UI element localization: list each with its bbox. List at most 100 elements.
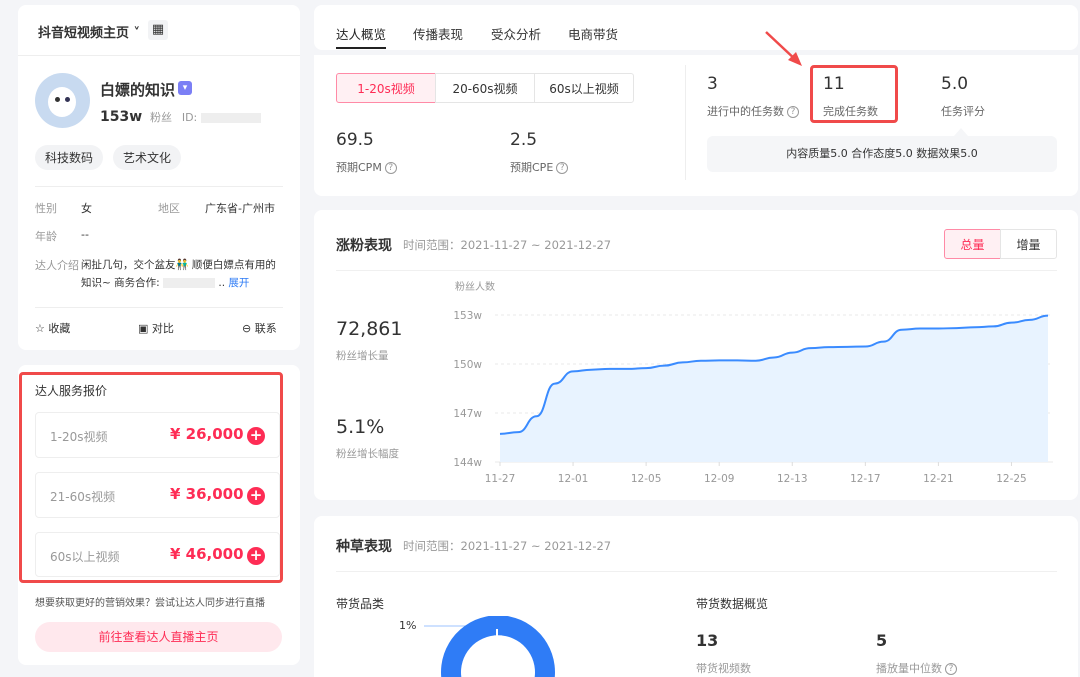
intro-ellipsis: .. [218,277,226,289]
follower-label: 粉丝 [150,111,172,124]
price-label: 60s以上视频 [50,550,120,564]
price-value: ¥ 36,000 [170,485,244,503]
qr-code-icon[interactable]: ▦ [148,20,168,40]
gender-label: 性别 [35,202,57,215]
tasks-in-progress-label: 进行中的任务数 [707,105,784,118]
y-tick-label: 150w [453,359,482,371]
cpm-label: 预期CPM [336,161,382,174]
x-tick-label: 12-01 [558,473,589,485]
profile-card: 抖音短视频主页 ˅ ▦ 白嫖的知识 ▾ 153w 粉丝 ID: 科技数码 艺术文… [18,5,300,350]
y-tick-label: 144w [453,457,482,469]
x-tick-label: 12-13 [777,473,808,485]
task-score-value: 5.0 [941,74,969,94]
toggle-increment[interactable]: 增量 [1000,229,1057,259]
overview-card: 1-20s视频 20-60s视频 60s以上视频 69.5 预期CPM? 2.5… [314,55,1078,196]
donut-label-pct: 1% [399,619,417,632]
help-icon[interactable]: ? [384,162,397,174]
id-label: ID: [181,111,198,124]
divider [35,186,283,187]
video-count-label: 带货视频数 [696,662,751,675]
y-tick-label: 147w [453,408,482,420]
x-tick-label: 12-09 [704,473,735,485]
category-donut [424,616,555,677]
favorite-button[interactable]: ☆ 收藏 [35,320,70,336]
x-tick-label: 12-17 [850,473,881,485]
live-homepage-button[interactable]: 前往查看达人直播主页 [35,622,282,652]
segment-1-20s[interactable]: 1-20s视频 [336,73,436,103]
platform-selector[interactable]: 抖音短视频主页 ˅ [38,22,140,41]
cpe-value: 2.5 [510,130,538,150]
tab-bar: 达人概览 传播表现 受众分析 电商带货 [314,5,1078,50]
intro-text-2: 知识~ 商务合作: [81,277,160,289]
add-icon[interactable]: + [247,427,265,445]
x-tick-label: 12-25 [996,473,1027,485]
contact-redacted [163,278,216,288]
price-row[interactable]: 1-20s视频 ¥ 26,000 + [35,412,280,458]
intro-text: 闲扯几句，交个盆友👬 顺便白嫖点有用的 [81,259,276,271]
help-icon[interactable]: ? [787,106,799,118]
segment-60s-plus[interactable]: 60s以上视频 [534,73,634,103]
toggle-total[interactable]: 总量 [944,229,1001,259]
avatar[interactable] [35,73,90,128]
tab-spread[interactable]: 传播表现 [413,27,464,42]
price-value: ¥ 26,000 [170,425,244,443]
tab-overview[interactable]: 达人概览 [336,27,387,42]
contact-label: 联系 [254,322,277,335]
price-label: 21-60s视频 [50,490,116,504]
video-count-value: 13 [696,631,719,650]
price-row[interactable]: 60s以上视频 ¥ 46,000 + [35,532,280,577]
vertical-divider [685,65,686,180]
rate-value: 5.1% [336,416,385,438]
gender-value: 女 [81,202,92,215]
contact-button[interactable]: ⊖ 联系 [242,320,277,336]
tab-audience[interactable]: 受众分析 [491,27,542,42]
star-icon: ☆ [35,322,49,335]
area-fill [500,315,1048,462]
tab-ecommerce[interactable]: 电商带货 [568,27,619,42]
fans-chart: 粉丝人数 144w 147w 150w 153w 11-27 12-01 12-05 12-09… [453,280,1053,485]
fans-title: 涨粉表现 [336,238,392,254]
highlight-box [19,372,283,583]
compare-icon: ▣ [138,322,152,335]
cpe-label: 预期CPE [510,161,554,174]
shop-badge-icon: ▾ [178,81,192,95]
divider [18,55,300,56]
tasks-in-progress-value: 3 [707,74,718,94]
age-value: -- [81,228,89,241]
region-value: 广东省-广州市 [205,202,275,215]
category-title: 带货品类 [336,597,385,611]
divider [35,307,283,308]
id-redacted [201,112,262,123]
price-row[interactable]: 21-60s视频 ¥ 36,000 + [35,472,280,518]
overview-title: 带货数据概览 [696,597,769,611]
play-median-value: 5 [876,631,888,650]
help-icon[interactable]: ? [556,162,569,174]
play-median-label: 播放量中位数 [876,662,942,675]
compare-button[interactable]: ▣ 对比 [138,320,174,336]
score-tooltip-arrow [954,128,968,136]
x-tick-label: 12-21 [923,473,954,485]
divider [336,270,1057,271]
growth-label: 粉丝增长量 [336,350,389,362]
tag-art: 艺术文化 [113,145,182,170]
tasks-done-label: 完成任务数 [823,105,878,118]
help-icon[interactable]: ? [945,663,957,675]
platform-selector-label: 抖音短视频主页 [38,26,130,41]
segment-20-60s[interactable]: 20-60s视频 [435,73,535,103]
score-detail: 内容质量5.0 合作态度5.0 数据效果5.0 [707,136,1057,172]
y-axis-label: 粉丝人数 [455,280,495,293]
creator-name: 白嫖的知识 [100,81,176,99]
price-value: ¥ 46,000 [170,545,244,563]
follower-count: 153w [100,109,143,125]
expand-link[interactable]: 展开 [228,277,250,289]
price-label: 1-20s视频 [50,430,108,444]
task-score-label: 任务评分 [941,105,985,118]
growth-value: 72,861 [336,318,403,340]
fans-range: 时间范围：2021-11-27 ~ 2021-12-27 [403,238,612,252]
intro-label: 达人介绍 [35,259,79,272]
active-tab-indicator [336,47,386,49]
age-label: 年龄 [35,230,57,243]
add-icon[interactable]: + [247,547,265,565]
add-icon[interactable]: + [247,487,265,505]
compare-label: 对比 [151,322,174,335]
